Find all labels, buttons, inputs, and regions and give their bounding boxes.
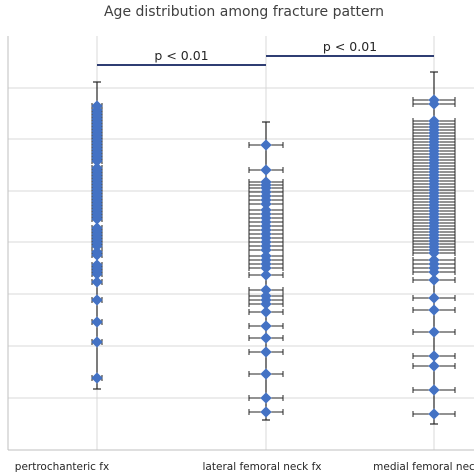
- axes: [7, 36, 474, 451]
- data-point-2-56: [428, 360, 440, 372]
- data-point-1-33: [260, 368, 272, 380]
- data-series: [91, 71, 456, 425]
- series-2: [412, 71, 456, 425]
- category-label-0: pertrochanteric fx: [15, 461, 109, 473]
- data-point-1-24: [260, 269, 272, 281]
- series-0: [91, 81, 103, 390]
- comparison-label-1: p < 0.01: [323, 39, 377, 54]
- data-point-1-1: [260, 164, 272, 176]
- data-point-2-57: [428, 384, 440, 396]
- data-point-2-58: [428, 408, 440, 420]
- data-point-1-29: [260, 306, 272, 318]
- data-point-1-0: [260, 139, 272, 151]
- significance-annotations: p < 0.01 p < 0.01: [97, 39, 434, 66]
- data-point-1-31: [260, 332, 272, 344]
- data-point-1-34: [260, 392, 272, 404]
- series-1: [248, 121, 284, 421]
- data-point-2-53: [428, 304, 440, 316]
- data-point-2-46: [428, 247, 440, 259]
- data-point-1-28: [260, 298, 272, 310]
- category-label-2: medial femoral nec: [373, 461, 474, 473]
- chart-title: Age distribution among fracture pattern: [104, 4, 384, 20]
- data-point-2-51: [428, 274, 440, 286]
- data-point-1-19: [260, 244, 272, 256]
- gridlines: [8, 87, 474, 451]
- comparison-label-0: p < 0.01: [154, 48, 208, 63]
- data-point-1-32: [260, 346, 272, 358]
- data-point-1-25: [260, 284, 272, 296]
- data-point-0-50: [91, 276, 103, 288]
- data-point-1-8: [260, 198, 272, 210]
- data-point-1-30: [260, 320, 272, 332]
- data-point-0-52: [91, 316, 103, 328]
- data-point-2-50: [428, 266, 440, 278]
- data-point-1-35: [260, 406, 272, 418]
- data-point-0-51: [91, 294, 103, 306]
- data-point-0-54: [91, 372, 103, 384]
- category-labels: pertrochanteric fx lateral femoral neck f…: [15, 461, 474, 473]
- data-point-1-23: [260, 262, 272, 274]
- category-label-1: lateral femoral neck fx: [203, 461, 322, 473]
- data-point-2-55: [428, 350, 440, 362]
- data-point-2-52: [428, 292, 440, 304]
- data-point-2-54: [428, 326, 440, 338]
